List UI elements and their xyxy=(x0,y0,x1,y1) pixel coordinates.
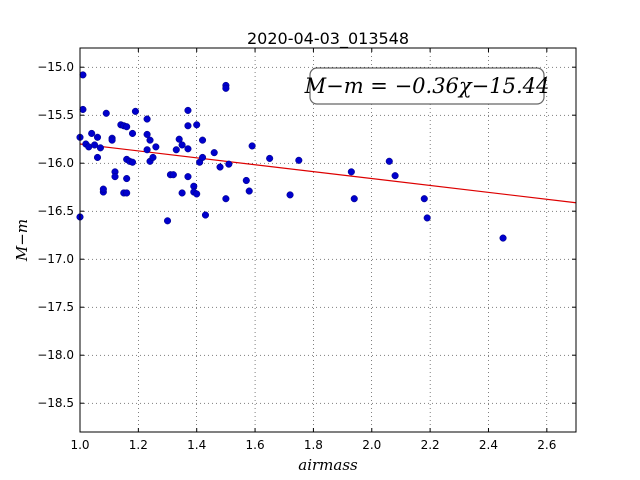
data-point xyxy=(266,154,274,162)
fit-equation-annotation: M−m = −0.36χ−15.44 xyxy=(304,67,550,105)
y-tick-label: −15.0 xyxy=(37,60,74,74)
data-point xyxy=(193,121,201,129)
data-point xyxy=(499,234,507,242)
data-point xyxy=(178,141,186,149)
data-point xyxy=(193,190,201,198)
data-point xyxy=(242,176,250,185)
grid-lines xyxy=(79,48,576,432)
y-tick-label: −18.5 xyxy=(37,396,74,410)
data-point xyxy=(111,173,119,181)
data-point xyxy=(152,143,160,151)
data-point xyxy=(143,130,151,138)
data-point xyxy=(216,163,224,171)
y-tick-label: −15.5 xyxy=(37,108,74,122)
data-point xyxy=(79,71,87,79)
data-point xyxy=(169,171,177,179)
data-point xyxy=(286,191,294,199)
data-point xyxy=(102,109,110,117)
data-point xyxy=(91,141,99,149)
data-point xyxy=(248,142,256,150)
data-point xyxy=(295,156,303,164)
data-point xyxy=(385,157,393,165)
data-point xyxy=(93,133,102,141)
data-point xyxy=(149,153,157,161)
data-point xyxy=(423,214,431,222)
data-point xyxy=(198,153,207,161)
data-points xyxy=(76,71,507,242)
data-point xyxy=(128,129,137,137)
x-tick-label: 1.0 xyxy=(70,438,89,452)
x-tick-label: 2.4 xyxy=(479,438,498,452)
data-point xyxy=(175,135,183,143)
data-point xyxy=(350,195,358,203)
data-point xyxy=(184,106,192,114)
axis-ticks: 1.0 1.2 1.4 1.6 1.8 2.0 2.2 2.4 2.6 −15.0 −15.5 −16… xyxy=(37,48,576,452)
data-point xyxy=(184,122,192,130)
data-point xyxy=(172,146,180,154)
x-tick-label: 1.6 xyxy=(246,438,265,452)
y-tick-label: −17.0 xyxy=(37,252,74,266)
annotation-box xyxy=(309,67,545,105)
data-point xyxy=(93,153,102,161)
data-point xyxy=(123,123,131,131)
data-point xyxy=(123,175,131,183)
data-point xyxy=(96,144,104,152)
x-tick-label: 1.8 xyxy=(304,438,323,452)
data-point xyxy=(128,158,137,166)
annotation-text: M−m = −0.36χ−15.44 xyxy=(304,74,550,98)
y-tick-label: −16.5 xyxy=(37,204,74,218)
data-point xyxy=(99,185,107,193)
data-point xyxy=(184,173,192,181)
y-tick-label: −17.5 xyxy=(37,300,74,314)
axes-frame xyxy=(79,47,577,433)
x-axis-label: airmass xyxy=(298,456,358,474)
y-axis-label: M−m xyxy=(13,219,31,262)
data-point xyxy=(131,107,139,115)
data-point xyxy=(143,115,151,123)
data-point xyxy=(391,172,399,180)
data-point xyxy=(225,160,233,168)
data-point xyxy=(245,187,253,195)
data-point xyxy=(184,145,192,153)
data-point xyxy=(420,195,428,203)
x-tick-label: 1.2 xyxy=(129,438,148,452)
data-point xyxy=(178,189,186,197)
chart-title: 2020-04-03_013548 xyxy=(247,29,409,49)
x-tick-label: 1.4 xyxy=(187,438,206,452)
x-tick-label: 2.2 xyxy=(421,438,440,452)
x-tick-label: 2.0 xyxy=(362,438,381,452)
data-point xyxy=(222,195,230,203)
data-point xyxy=(88,129,96,137)
data-point xyxy=(123,189,131,197)
data-point xyxy=(146,136,154,144)
data-point xyxy=(347,168,355,176)
data-point xyxy=(108,136,116,144)
data-point xyxy=(210,149,218,157)
y-tick-label: −18.0 xyxy=(37,348,74,362)
data-point xyxy=(198,136,207,144)
fit-line-layer xyxy=(79,143,577,204)
data-point xyxy=(163,217,172,225)
data-point xyxy=(201,211,210,219)
data-point xyxy=(222,84,230,92)
fit-line xyxy=(79,143,577,204)
x-tick-label: 2.6 xyxy=(537,438,556,452)
data-point xyxy=(79,105,87,113)
y-tick-label: −16.0 xyxy=(37,156,74,170)
data-point xyxy=(143,146,151,154)
